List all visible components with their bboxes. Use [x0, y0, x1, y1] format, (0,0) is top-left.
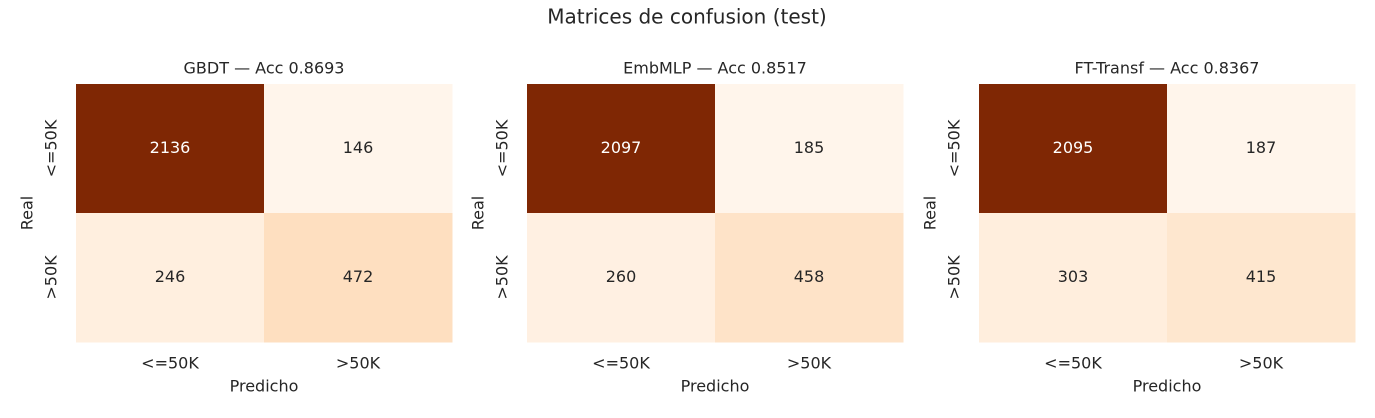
cell-label: 187 [1246, 138, 1277, 157]
y-tick-label: <=50K [945, 119, 964, 177]
cell [1167, 213, 1356, 343]
y-axis-label: Real [921, 196, 940, 231]
y-tick-label: <=50K [42, 119, 61, 177]
cell-label: 146 [343, 138, 374, 157]
x-axis-label: Predicho [1133, 377, 1202, 396]
cell-label: 472 [343, 267, 374, 286]
cell [76, 84, 265, 214]
cell [715, 213, 904, 343]
cell [76, 213, 265, 343]
x-tick-label: <=50K [141, 354, 199, 373]
cell [1167, 84, 1356, 214]
cell [264, 84, 453, 214]
cell [979, 213, 1168, 343]
cell-label: 458 [794, 267, 825, 286]
panel-title: FT-Transf — Acc 0.8367 [1075, 59, 1260, 78]
cell-label: 303 [1058, 267, 1089, 286]
panel-title: EmbMLP — Acc 0.8517 [623, 59, 807, 78]
y-tick-label: >50K [42, 255, 61, 300]
y-tick-label: <=50K [493, 119, 512, 177]
cell-label: 246 [155, 267, 186, 286]
x-tick-label: <=50K [1044, 354, 1102, 373]
x-tick-label: >50K [1239, 354, 1284, 373]
figure-title: Matrices de confusion (test) [547, 5, 826, 29]
y-axis-label: Real [469, 196, 488, 231]
cell-label: 260 [606, 267, 637, 286]
cell-label: 2095 [1053, 138, 1094, 157]
cell-label: 2136 [150, 138, 191, 157]
x-tick-label: <=50K [592, 354, 650, 373]
x-axis-label: Predicho [681, 377, 750, 396]
cell-label: 415 [1246, 267, 1277, 286]
x-tick-label: >50K [787, 354, 832, 373]
y-tick-label: >50K [493, 255, 512, 300]
cell [527, 213, 716, 343]
cell [979, 84, 1168, 214]
cell [527, 84, 716, 214]
x-tick-label: >50K [336, 354, 381, 373]
x-axis-label: Predicho [230, 377, 299, 396]
y-tick-label: >50K [945, 255, 964, 300]
cell-label: 2097 [601, 138, 642, 157]
cell [715, 84, 904, 214]
cell [264, 213, 453, 343]
cell-label: 185 [794, 138, 825, 157]
panel-title: GBDT — Acc 0.8693 [184, 59, 345, 78]
y-axis-label: Real [18, 196, 37, 231]
